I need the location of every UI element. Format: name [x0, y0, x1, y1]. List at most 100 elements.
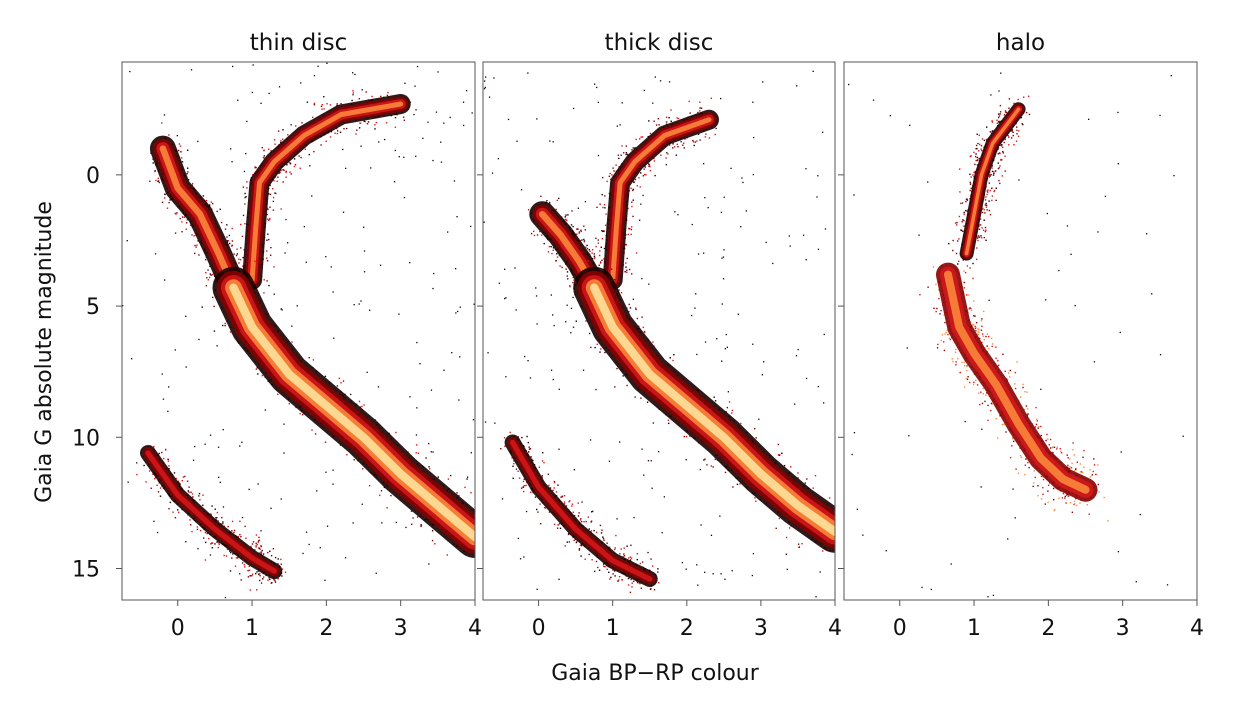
field-star	[621, 102, 623, 104]
white-dwarf-sequence-point	[181, 480, 183, 482]
upper-main-sequence-point	[194, 244, 196, 247]
giant-branch-point	[277, 176, 279, 178]
main-sequence-point	[446, 554, 448, 556]
giant-branch-point	[313, 104, 316, 106]
field-star	[270, 507, 272, 509]
white-dwarf-sequence-point	[269, 550, 271, 552]
main-sequence-point	[484, 524, 485, 525]
upper-main-sequence-point	[178, 143, 181, 145]
white-dwarf-sequence-point	[588, 553, 590, 556]
field-star	[742, 181, 744, 184]
giant-branch-point	[649, 170, 652, 172]
giant-branch-point	[667, 153, 669, 155]
field-star	[789, 245, 791, 247]
upper-main-sequence-point	[191, 234, 193, 236]
upper-main-sequence-point	[533, 234, 536, 237]
upper-main-sequence-point	[567, 214, 569, 216]
giant-branch-point	[295, 125, 297, 127]
giant-branch-point	[276, 180, 278, 183]
upper-main-sequence-point	[561, 266, 563, 269]
giant-branch-point	[627, 233, 629, 236]
white-dwarf-sequence-point	[517, 470, 519, 472]
panel-frame	[121, 61, 476, 601]
main-sequence-point	[261, 374, 264, 377]
upper-main-sequence-point	[169, 199, 171, 201]
field-star	[762, 81, 764, 83]
white-dwarf-sequence-density-band	[509, 439, 653, 582]
white-dwarf-sequence-point	[523, 478, 525, 480]
field-star	[616, 518, 618, 520]
field-star	[430, 389, 433, 391]
white-dwarf-sequence-point	[538, 466, 541, 468]
upper-main-sequence-point	[164, 193, 167, 196]
field-star	[724, 578, 726, 580]
white-dwarf-sequence-point	[602, 536, 604, 538]
field-star	[345, 167, 347, 169]
white-dwarf-sequence-point	[272, 548, 275, 550]
giant-branch-point	[394, 126, 397, 128]
giant-branch-point	[672, 147, 674, 149]
field-star	[453, 180, 456, 182]
main-sequence-point	[395, 431, 397, 434]
giant-branch-point	[631, 205, 633, 208]
giant-branch-point	[611, 174, 613, 176]
white-dwarf-sequence-point	[190, 491, 192, 493]
giant-branch-point	[245, 196, 247, 198]
field-star	[342, 148, 344, 151]
white-dwarf-sequence-point	[602, 563, 605, 565]
giant-branch-point	[244, 196, 246, 199]
white-dwarf-sequence-point	[504, 445, 506, 447]
white-dwarf-sequence-point	[257, 540, 260, 542]
white-dwarf-sequence-point	[233, 529, 236, 532]
upper-main-sequence-point	[196, 244, 198, 246]
white-dwarf-sequence-point	[259, 575, 261, 577]
y-tick-label: 5	[86, 295, 100, 320]
field-star	[597, 239, 599, 241]
upper-main-sequence-point	[212, 202, 214, 205]
field-star	[484, 80, 486, 82]
giant-branch-point	[605, 213, 607, 215]
upper-main-sequence-point	[548, 245, 551, 248]
field-star	[520, 189, 523, 191]
upper-main-sequence-point	[185, 228, 187, 230]
field-star	[296, 305, 298, 307]
main-sequence-point	[410, 510, 413, 512]
white-dwarf-sequence-point	[216, 511, 219, 514]
x-tick-label: 1	[245, 616, 259, 641]
giant-branch-point	[374, 128, 376, 130]
field-star	[230, 148, 232, 150]
white-dwarf-sequence-point	[564, 545, 566, 547]
white-dwarf-sequence-point	[512, 465, 514, 467]
upper-main-sequence-point	[161, 201, 164, 203]
giant-branch-point	[596, 206, 598, 208]
field-star	[634, 396, 636, 398]
giant-branch-point	[267, 218, 269, 220]
white-dwarf-sequence-point	[563, 501, 566, 503]
field-star	[361, 503, 363, 505]
upper-main-sequence-point	[168, 134, 170, 136]
giant-branch-point	[692, 141, 695, 143]
white-dwarf-sequence-point	[281, 575, 283, 577]
main-sequence-point	[480, 536, 481, 537]
white-dwarf-sequence-point	[631, 586, 633, 588]
field-star	[648, 165, 650, 168]
field-star	[198, 338, 200, 341]
field-star	[516, 140, 518, 142]
field-star	[360, 300, 362, 302]
giant-branch-point	[374, 124, 376, 126]
giant-branch-point	[352, 90, 354, 92]
field-star	[369, 309, 371, 311]
giant-branch-point	[269, 206, 271, 208]
white-dwarf-sequence-point	[231, 530, 233, 532]
field-star	[381, 522, 383, 524]
upper-main-sequence-point	[540, 195, 542, 197]
field-star	[209, 434, 212, 436]
giant-branch-point	[626, 271, 628, 273]
white-dwarf-sequence-point	[239, 520, 241, 522]
main-sequence-point	[224, 322, 226, 325]
main-sequence-point	[431, 530, 434, 532]
white-dwarf-sequence-point	[211, 505, 213, 507]
white-dwarf-sequence-point	[528, 448, 531, 450]
field-star	[691, 314, 693, 317]
field-star	[192, 459, 195, 461]
